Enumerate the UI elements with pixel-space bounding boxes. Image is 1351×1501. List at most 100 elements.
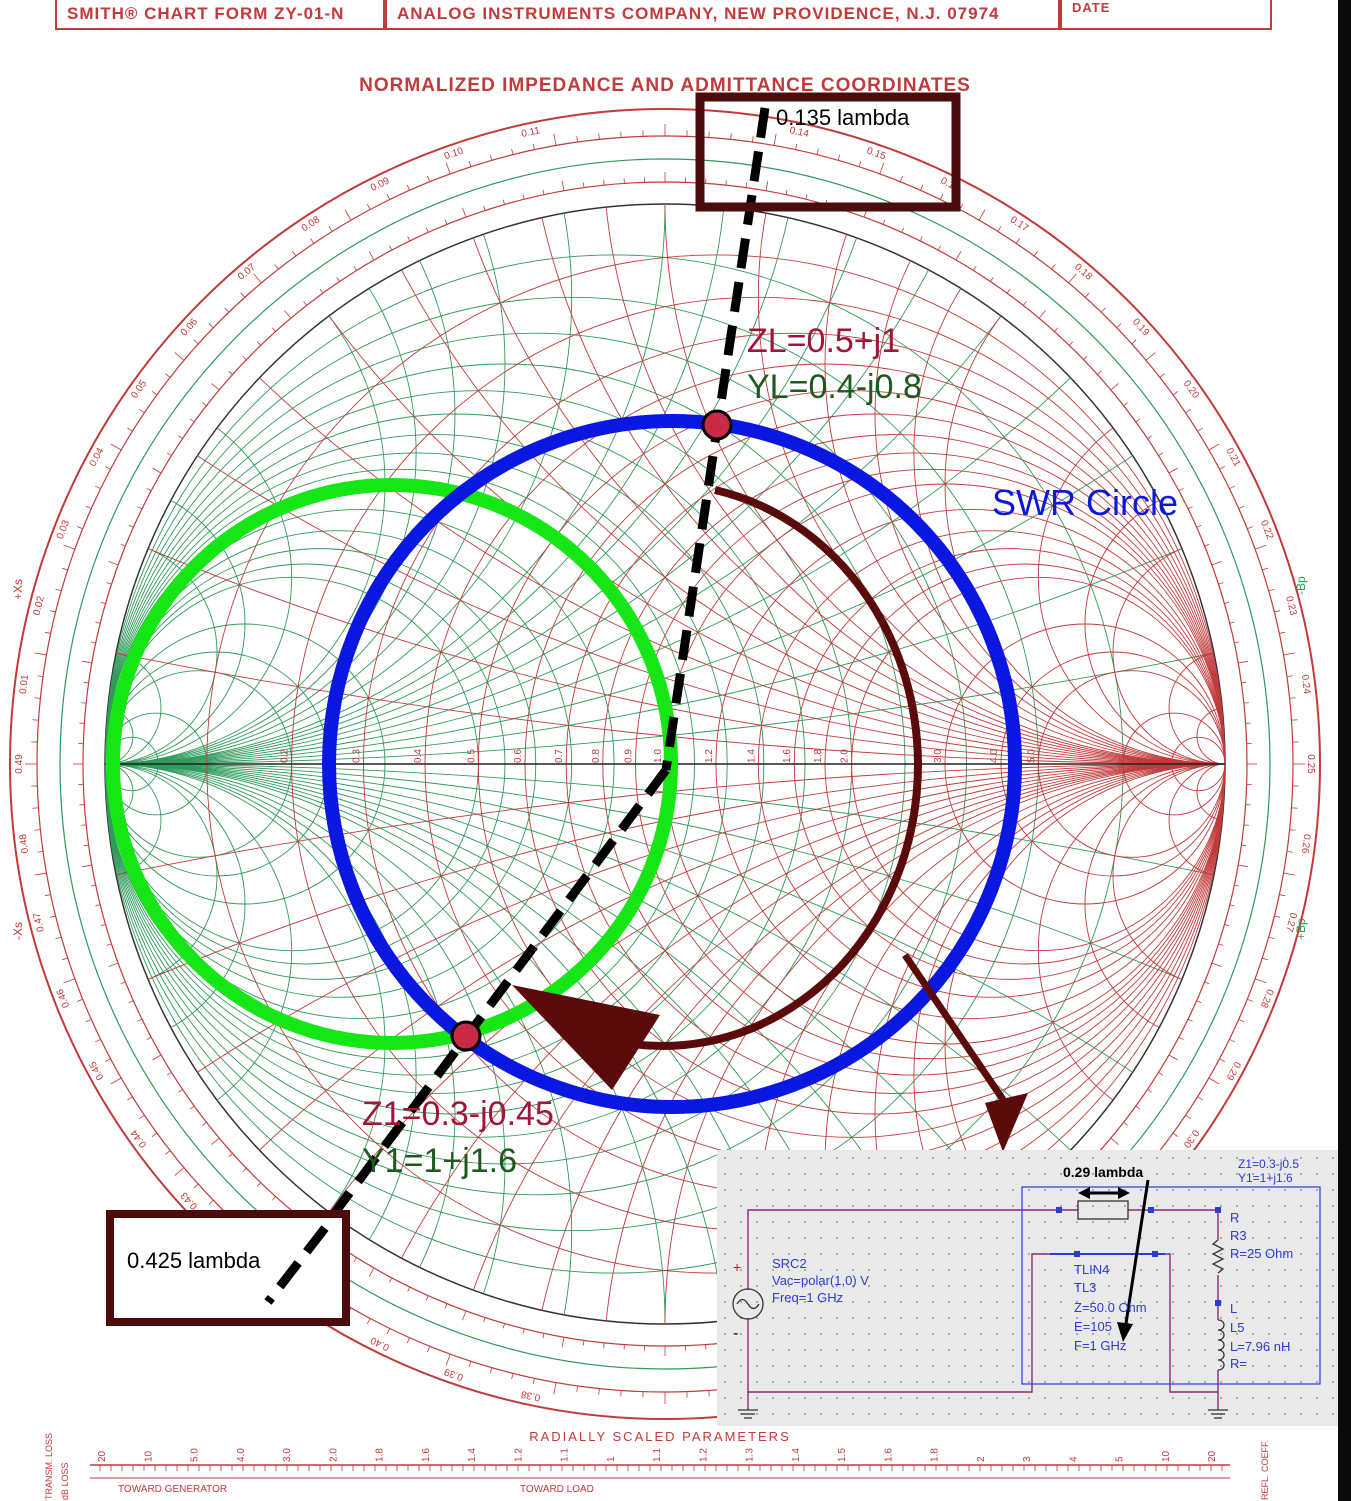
susceptance-arc — [105, 763, 573, 1324]
angle-tick — [773, 133, 777, 146]
ground-symbol-load — [1208, 1409, 1228, 1419]
angle-tick — [1158, 1072, 1164, 1076]
angle-tick — [127, 1096, 133, 1101]
length-label: 0.29 lambda — [1063, 1164, 1143, 1180]
z1-label: Z1=0.3-j0.45 — [362, 1095, 554, 1133]
angle-tick — [1168, 1054, 1178, 1061]
angle-tick — [1219, 1058, 1225, 1062]
wavelength-label: 0.38 — [520, 1388, 542, 1403]
scale-label: 2 — [976, 1456, 987, 1462]
angle-tick — [292, 250, 297, 257]
angle-tick — [128, 1000, 134, 1004]
angle-tick — [919, 236, 923, 242]
angle-tick — [389, 245, 393, 251]
angle-tick — [576, 1385, 578, 1392]
real-axis-labels: 0.2 0.3 0.4 0.5 0.6 0.7 0.8 0.9 1.0 1.2 1.4 1.6 1.8 2… — [280, 749, 1038, 763]
angle-tick — [83, 681, 89, 684]
angle-tick — [106, 943, 112, 946]
angle-tick — [202, 1121, 207, 1126]
angle-tick — [193, 1183, 199, 1189]
angle-tick — [34, 697, 41, 699]
angle-tick — [152, 1054, 162, 1061]
angle-tick — [61, 957, 68, 961]
wavelength-label: 0.27 — [1283, 911, 1299, 933]
angle-tick — [120, 543, 126, 547]
angle-tick — [730, 133, 732, 140]
swr-circle — [322, 414, 1022, 1114]
angle-tick — [973, 265, 977, 271]
angle-tick — [561, 1337, 565, 1348]
angle-tick — [576, 136, 578, 143]
angle-tick — [1123, 402, 1128, 407]
angle-tick — [1208, 1077, 1220, 1085]
reactance-arc — [1084, 483, 1225, 765]
angle-tick — [1254, 544, 1267, 550]
angle-tick — [1178, 488, 1184, 492]
form-label: SMITH® CHART FORM ZY-01-N — [55, 0, 385, 30]
angle-tick — [1172, 391, 1179, 396]
length-arrowhead-right — [1118, 1187, 1130, 1199]
tlin-z: Z=50.0 Ohm — [1074, 1300, 1147, 1315]
wavelength-label: 0.25 — [1305, 754, 1316, 774]
angle-tick — [882, 219, 886, 225]
angle-tick — [100, 924, 106, 927]
angle-tick — [95, 621, 101, 624]
susceptance-arc — [105, 763, 162, 877]
date-label: DATE — [1060, 0, 1272, 30]
angle-tick — [1159, 373, 1165, 378]
angle-tick — [785, 189, 788, 195]
source-minus: - — [733, 1325, 738, 1342]
susceptance-arc — [105, 539, 218, 765]
inductor-symbol — [1217, 1319, 1225, 1371]
rotation-arc — [609, 486, 922, 1050]
reactance-arc — [913, 204, 1225, 765]
angle-tick — [511, 148, 514, 155]
angle-tick — [1187, 506, 1193, 510]
angle-tick — [1054, 327, 1059, 332]
angle-tick — [1110, 383, 1119, 391]
angle-tick — [1204, 981, 1210, 985]
wavelength-label: 0.23 — [1283, 595, 1299, 617]
angle-tick — [1224, 601, 1230, 604]
inductor-type: L — [1230, 1301, 1237, 1316]
axis-value-label: 0.8 — [591, 749, 602, 763]
angle-tick — [1147, 435, 1152, 439]
angle-tick — [34, 829, 41, 831]
scale-label: 1 — [606, 1456, 617, 1462]
angle-tick — [202, 402, 207, 407]
angle-tick — [85, 505, 92, 509]
angle-tick — [81, 660, 92, 664]
length-arrowhead-left — [1078, 1187, 1090, 1199]
angle-tick — [765, 180, 769, 191]
axis-value-label: 0.9 — [624, 749, 635, 763]
wavelength-label: 0.48 — [18, 833, 31, 854]
susceptance-arc — [105, 763, 506, 1324]
tlin-e: E=105 — [1074, 1319, 1112, 1334]
axis-value-label: 0.6 — [513, 749, 524, 763]
schematic-wires — [747, 1209, 1219, 1410]
angle-tick — [44, 631, 51, 634]
angle-tick — [1229, 485, 1236, 490]
bottom-lambda-label: 0.425 lambda — [127, 1248, 261, 1273]
angle-tick — [336, 277, 340, 282]
angle-tick — [368, 251, 375, 261]
angle-tick — [240, 292, 246, 298]
z1-note: Z1=0.3-j0.5 — [1238, 1157, 1299, 1171]
angle-tick — [462, 207, 467, 218]
angle-tick — [386, 1328, 391, 1335]
angle-tick — [1172, 1132, 1179, 1137]
angle-tick — [1247, 526, 1253, 530]
angle-tick — [1168, 467, 1178, 474]
angle-tick — [997, 226, 1002, 232]
angle-tick — [532, 143, 535, 150]
angle-tick — [1196, 1000, 1202, 1004]
angle-tick — [193, 339, 199, 345]
angle-tick — [553, 133, 557, 146]
refl-coeff-label: REFL. COEFF. — [1260, 1440, 1270, 1500]
wavelength-label: 0.02 — [31, 595, 47, 617]
angle-tick — [81, 702, 87, 704]
angle-tick — [1208, 443, 1220, 451]
angle-tick — [95, 904, 101, 907]
angle-tick — [1218, 582, 1224, 585]
